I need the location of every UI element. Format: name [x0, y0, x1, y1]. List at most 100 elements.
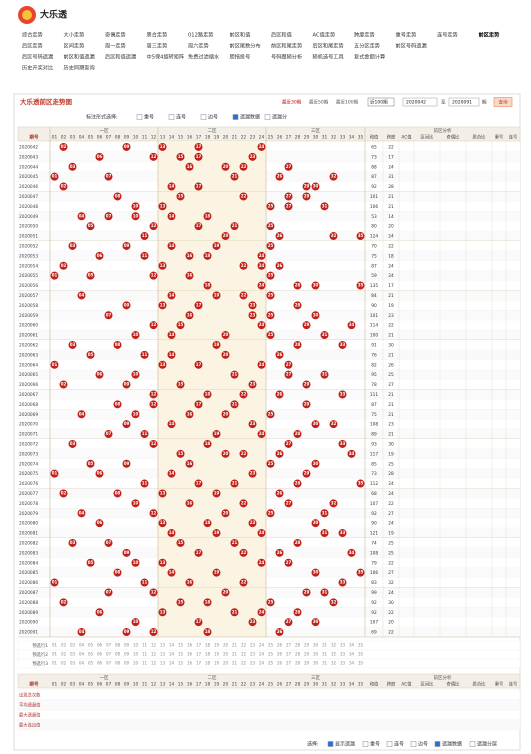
- preselect-number[interactable]: 18: [205, 661, 211, 666]
- preselect-number[interactable]: 03: [70, 643, 76, 648]
- preselect-number[interactable]: 17: [196, 661, 202, 666]
- preselect-number[interactable]: 23: [250, 652, 256, 657]
- quick-range[interactable]: 最近100期: [336, 99, 359, 106]
- nav-link[interactable]: 后区和尾走势: [313, 42, 344, 50]
- preselect-number[interactable]: 13: [160, 661, 166, 666]
- preselect-number[interactable]: 29: [304, 643, 310, 648]
- nav-link[interactable]: 012路走势: [188, 31, 213, 39]
- preselect-number[interactable]: 07: [106, 652, 112, 657]
- preselect-number[interactable]: 14: [169, 661, 175, 666]
- preselect-number[interactable]: 12: [151, 661, 157, 666]
- preselect-number[interactable]: 04: [79, 643, 85, 648]
- preselect-number[interactable]: 33: [340, 652, 346, 657]
- nav-link[interactable]: AC值走势: [313, 31, 336, 39]
- preselect-number[interactable]: 34: [349, 643, 355, 648]
- preselect-number[interactable]: 15: [178, 643, 184, 648]
- preselect-number[interactable]: 26: [277, 652, 283, 657]
- nav-link[interactable]: 前区走势: [479, 31, 501, 39]
- preselect-number[interactable]: 16: [187, 661, 193, 666]
- preselect-number[interactable]: 35: [358, 661, 364, 666]
- preselect-number[interactable]: 03: [70, 652, 76, 657]
- checkbox[interactable]: [410, 741, 417, 747]
- preselect-number[interactable]: 30: [313, 643, 319, 648]
- nav-link[interactable]: 奇偶走势: [105, 31, 126, 39]
- preselect-number[interactable]: 16: [187, 652, 193, 657]
- option-label[interactable]: 遗漏数据: [240, 114, 260, 121]
- footer-option[interactable]: 边号: [418, 741, 428, 748]
- preselect-number[interactable]: 25: [268, 661, 274, 666]
- nav-link[interactable]: 随机选号工具: [313, 53, 344, 61]
- preselect-number[interactable]: 15: [178, 661, 184, 666]
- preselect-number[interactable]: 09: [124, 652, 130, 657]
- preselect-number[interactable]: 02: [61, 643, 67, 648]
- preselect-number[interactable]: 07: [106, 661, 112, 666]
- footer-option[interactable]: 遗漏数据: [442, 741, 462, 748]
- checkbox[interactable]: [386, 741, 393, 747]
- option-label[interactable]: 连号: [176, 114, 186, 121]
- preselect-number[interactable]: 33: [340, 643, 346, 648]
- preselect-number[interactable]: 32: [331, 652, 337, 657]
- nav-link[interactable]: 后区走势: [22, 42, 43, 50]
- preselect-number[interactable]: 06: [97, 652, 103, 657]
- preselect-number[interactable]: 22: [241, 652, 247, 657]
- preselect-number[interactable]: 11: [142, 643, 148, 648]
- preselect-number[interactable]: 25: [268, 652, 274, 657]
- nav-link[interactable]: 前区号码遗漏: [396, 42, 427, 50]
- nav-link[interactable]: 质合走势: [147, 31, 168, 39]
- preselect-number[interactable]: 17: [196, 652, 202, 657]
- nav-link[interactable]: 大小走势: [64, 31, 85, 39]
- preselect-number[interactable]: 02: [61, 661, 67, 666]
- nav-link[interactable]: 前区和尾走势: [271, 42, 302, 50]
- preselect-number[interactable]: 17: [196, 643, 202, 648]
- preselect-number[interactable]: 08: [115, 643, 121, 648]
- preselect-number[interactable]: 08: [115, 661, 121, 666]
- quick-range[interactable]: 最近30期: [282, 99, 302, 106]
- preselect-number[interactable]: 33: [340, 661, 346, 666]
- preselect-number[interactable]: 35: [358, 643, 364, 648]
- nav-link[interactable]: 周三走势: [147, 42, 168, 50]
- preselect-number[interactable]: 14: [169, 652, 175, 657]
- preselect-number[interactable]: 18: [205, 643, 211, 648]
- select-box[interactable]: [367, 97, 395, 107]
- nav-link[interactable]: 连号走势: [437, 31, 458, 39]
- preselect-number[interactable]: 08: [115, 652, 121, 657]
- preselect-number[interactable]: 01: [52, 652, 58, 657]
- checkbox[interactable]: [362, 741, 369, 747]
- preselect-number[interactable]: 01: [52, 661, 58, 666]
- preselect-number[interactable]: 11: [142, 652, 148, 657]
- preselect-number[interactable]: 07: [106, 643, 112, 648]
- query-button-label[interactable]: 查询: [499, 99, 508, 106]
- preselect-number[interactable]: 27: [286, 652, 292, 657]
- select-value[interactable]: 近100期: [370, 99, 388, 106]
- nav-link[interactable]: 五分区走势: [354, 42, 380, 50]
- nav-link[interactable]: 中5保4旋转矩阵: [147, 53, 185, 61]
- preselect-number[interactable]: 04: [79, 661, 85, 666]
- preselect-number[interactable]: 14: [169, 643, 175, 648]
- preselect-number[interactable]: 29: [304, 652, 310, 657]
- footer-option[interactable]: 连号: [394, 741, 404, 748]
- preselect-number[interactable]: 21: [232, 652, 238, 657]
- preselect-number[interactable]: 31: [322, 652, 328, 657]
- footer-option[interactable]: 遗漏分层: [477, 741, 497, 748]
- nav-link[interactable]: 区间走势: [64, 42, 85, 50]
- preselect-number[interactable]: 25: [268, 643, 274, 648]
- option-label[interactable]: 边号: [208, 114, 218, 121]
- quick-range[interactable]: 最近50期: [309, 99, 329, 106]
- nav-link[interactable]: 周六走势: [188, 42, 209, 50]
- preselect-number[interactable]: 05: [88, 643, 94, 648]
- nav-link[interactable]: 跨度走势: [354, 31, 375, 39]
- preselect-number[interactable]: 06: [97, 661, 103, 666]
- checkbox[interactable]: [232, 114, 239, 120]
- preselect-number[interactable]: 34: [349, 652, 355, 657]
- preselect-number[interactable]: 11: [142, 661, 148, 666]
- preselect-number[interactable]: 23: [250, 661, 256, 666]
- preselect-number[interactable]: 13: [160, 652, 166, 657]
- preselect-number[interactable]: 09: [124, 661, 130, 666]
- checkbox[interactable]: [469, 741, 476, 747]
- nav-link[interactable]: 历史开奖对比: [22, 64, 53, 72]
- preselect-number[interactable]: 32: [331, 661, 337, 666]
- preselect-number[interactable]: 03: [70, 661, 76, 666]
- preselect-number[interactable]: 05: [88, 661, 94, 666]
- input-to[interactable]: [448, 97, 480, 107]
- nav-link[interactable]: 前区尾数分布: [230, 42, 261, 50]
